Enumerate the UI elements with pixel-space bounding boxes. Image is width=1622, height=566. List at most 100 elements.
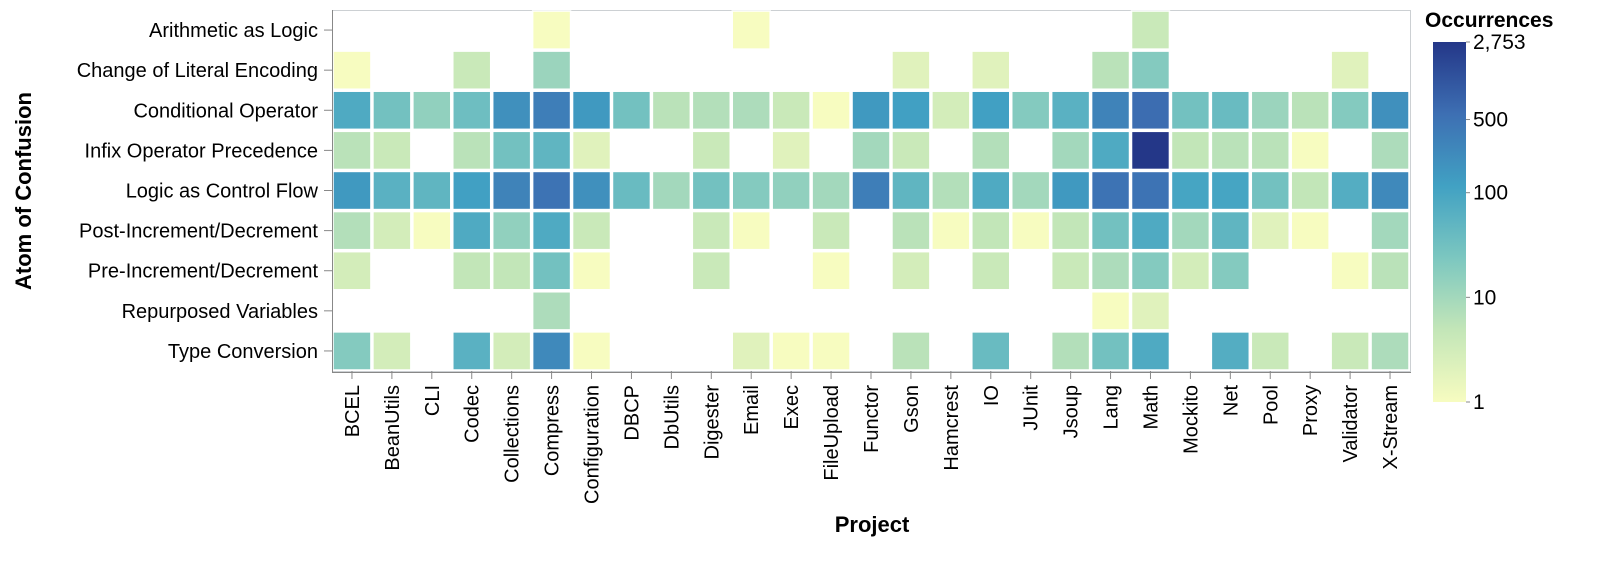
heatmap-cell [531, 130, 572, 171]
heatmap-cell [1090, 170, 1131, 211]
heatmap-cell [452, 250, 492, 291]
y-tick-label: Post-Increment/Decrement [79, 221, 318, 243]
heatmap-cell [971, 210, 1011, 251]
heatmap-cell [891, 90, 931, 131]
x-tick-label: FileUpload [821, 385, 843, 481]
x-tick-label: Math [1140, 385, 1162, 429]
heatmap-cell [1210, 130, 1251, 171]
x-tick-label: Gson [901, 385, 923, 433]
heatmap-cell [1050, 130, 1091, 171]
heatmap-cell [412, 170, 452, 211]
heatmap-cell [611, 90, 652, 131]
x-tick-label: Jsoup [1061, 385, 1083, 438]
heatmap-cell [1370, 90, 1410, 131]
heatmap-cell [971, 130, 1011, 171]
heatmap-cell [1370, 130, 1410, 171]
heatmap-cell [1290, 90, 1330, 131]
heatmap-cell [571, 210, 612, 251]
heatmap-cell [811, 170, 851, 211]
heatmap-cell [531, 250, 572, 291]
heatmap-cell [332, 50, 372, 90]
x-tick-label: Compress [542, 385, 564, 476]
heatmap-cell [891, 130, 931, 171]
heatmap-cell [571, 331, 612, 371]
heatmap-cell [651, 90, 692, 131]
heatmap-cells [332, 10, 1410, 371]
heatmap-cell [891, 250, 931, 291]
heatmap-cell [771, 331, 811, 371]
legend-tick-label: 10 [1473, 286, 1496, 309]
heatmap-cell [1130, 170, 1171, 211]
x-tick-label: Pool [1260, 385, 1282, 425]
heatmap-cell [1250, 331, 1290, 371]
heatmap-cell [332, 170, 372, 211]
heatmap-cell [731, 90, 771, 131]
heatmap-cell [1170, 170, 1211, 211]
heatmap-cell [1090, 210, 1131, 251]
heatmap-cell [571, 130, 612, 171]
heatmap-cell [691, 250, 732, 291]
heatmap-cell [691, 170, 732, 211]
heatmap-cell [1370, 331, 1410, 371]
heatmap-cell [372, 170, 412, 211]
heatmap-cell [571, 90, 612, 131]
x-tick-label: Exec [781, 385, 803, 429]
x-tick-label: BeanUtils [382, 385, 404, 471]
heatmap-cell [1370, 210, 1410, 251]
heatmap-cell [491, 170, 532, 211]
heatmap-cell [452, 130, 492, 171]
x-tick-label: Hamcrest [941, 385, 963, 471]
heatmap-cell [1130, 10, 1171, 50]
x-tick-label: BCEL [342, 385, 364, 437]
y-axis-title: Atom of Confusion [11, 92, 36, 290]
heatmap-cell [691, 210, 732, 251]
heatmap-cell [771, 130, 811, 171]
x-tick-label: X-Stream [1380, 385, 1402, 469]
heatmap-cell [1050, 331, 1091, 371]
heatmap-cell [811, 331, 851, 371]
heatmap-cell [452, 50, 492, 90]
heatmap-cell [491, 130, 532, 171]
heatmap-cell [1050, 170, 1091, 211]
heatmap-cell [531, 50, 572, 90]
heatmap-cell [1330, 50, 1370, 90]
heatmap-cell [372, 331, 412, 371]
heatmap-cell [1130, 210, 1171, 251]
heatmap-cell [811, 90, 851, 131]
heatmap-cell [1210, 331, 1251, 371]
heatmap-cell [931, 90, 971, 131]
heatmap-cell [1370, 170, 1410, 211]
heatmap-cell [851, 90, 891, 131]
y-tick-label: Infix Operator Precedence [85, 140, 318, 162]
heatmap-cell [731, 210, 771, 251]
heatmap-cell [1330, 250, 1370, 291]
heatmap-cell [1130, 291, 1171, 331]
heatmap-cell [1250, 170, 1290, 211]
heatmap-cell [1130, 250, 1171, 291]
heatmap-cell [1050, 210, 1091, 251]
y-tick-label: Conditional Operator [133, 100, 318, 122]
x-axis: BCEL BeanUtils CLI Codec Collections Compress… [332, 371, 1411, 504]
heatmap-cell [891, 170, 931, 211]
heatmap-cell [771, 170, 811, 211]
heatmap-cell [1170, 250, 1211, 291]
heatmap-cell [1250, 90, 1290, 131]
heatmap-cell [332, 90, 372, 131]
color-legend: Occurrences 2,753 500 100 10 1 [1425, 9, 1553, 414]
heatmap-cell [931, 170, 971, 211]
heatmap-cell [412, 210, 452, 251]
y-tick-label: Repurposed Variables [122, 301, 318, 323]
heatmap-cell [531, 90, 572, 131]
heatmap-cell [971, 331, 1011, 371]
heatmap-cell [332, 331, 372, 371]
heatmap-cell [452, 170, 492, 211]
heatmap-cell [531, 331, 572, 371]
y-tick-label: Change of Literal Encoding [77, 60, 318, 82]
heatmap-cell [1010, 170, 1051, 211]
heatmap-cell [1290, 130, 1330, 171]
heatmap-cell [1290, 210, 1330, 251]
x-tick-label: Codec [462, 385, 484, 443]
legend-tick-label: 1 [1473, 391, 1485, 414]
heatmap-cell [731, 170, 771, 211]
